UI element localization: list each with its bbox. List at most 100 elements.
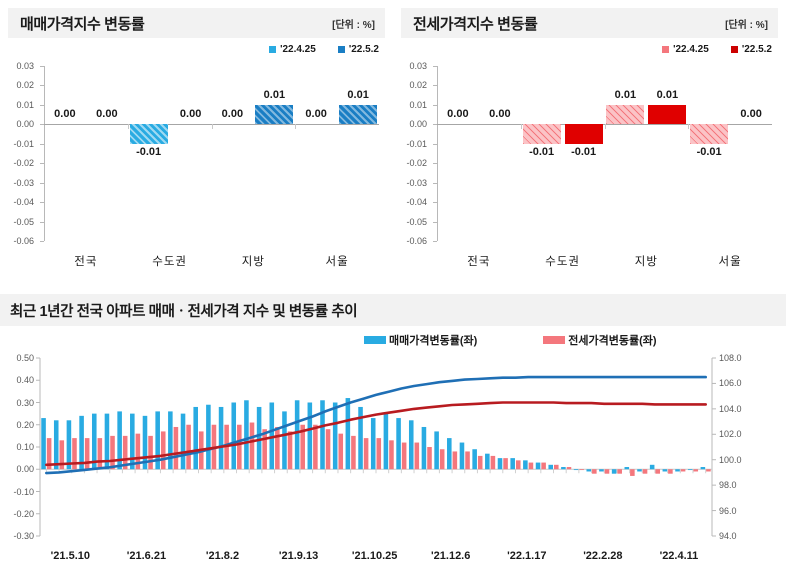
right-axis-tick-label: 96.0 — [719, 505, 737, 516]
trend-bar — [490, 455, 496, 470]
legend-item-jeonse-0[interactable]: '22.4.25 — [662, 44, 709, 55]
trend-bar — [186, 424, 191, 470]
x-axis-category-label: 지방 — [241, 256, 265, 268]
legend-label: '22.4.25 — [280, 44, 316, 55]
trend-bar — [130, 413, 135, 470]
y-axis-tick-label: 0.01 — [409, 99, 427, 110]
x-axis-tick-label: '21.5.10 — [50, 550, 90, 562]
sale-plot-area: 0.03 0.02 0.01 0.00 -0.01 -0.02 -0.03 -0.04 -0.0… — [0, 61, 393, 268]
y-axis-tick-label: -0.06 — [13, 236, 34, 246]
trend-bar — [401, 442, 407, 470]
x-axis-tick-label: '21.12.6 — [431, 550, 471, 562]
trend-bar — [599, 469, 604, 472]
trend-bar — [675, 469, 680, 472]
legend-item-sale-1[interactable]: '22.5.2 — [337, 44, 379, 55]
left-axis-tick-label: 0.10 — [16, 442, 34, 452]
bar-value-label: -0.01 — [529, 145, 555, 158]
trend-bar — [554, 464, 559, 470]
trend-bar — [237, 424, 242, 470]
x-axis-category-label: 전국 — [74, 256, 98, 268]
bar-서울-1 — [339, 104, 378, 125]
right-axis-tick-label: 100.0 — [719, 454, 742, 465]
top-charts-row: 매매가격지수 변동률 [단위 : %] '22.4.25 '22.5.2 0.0… — [0, 8, 786, 268]
trend-bar — [497, 458, 503, 470]
y-axis-tick-label: -0.01 — [13, 138, 34, 149]
bar-value-label: -0.01 — [571, 145, 597, 158]
bar-value-label: 0.00 — [96, 108, 118, 121]
trend-bar — [148, 435, 153, 470]
legend-item-jeonse-1[interactable]: '22.5.2 — [730, 44, 772, 55]
trend-bar — [668, 469, 673, 474]
trend-bar — [427, 447, 432, 470]
trend-bar — [155, 411, 160, 470]
y-axis-tick-mark — [40, 85, 44, 87]
trend-bar — [680, 469, 686, 472]
y-axis-tick-mark — [433, 163, 437, 165]
y-axis-tick-label: 0.02 — [16, 80, 34, 91]
trend-bar — [338, 433, 344, 470]
trend-bar — [693, 469, 699, 472]
trend-bar — [642, 469, 648, 474]
x-axis-tick-label: '22.4.11 — [659, 550, 699, 562]
trend-bar — [370, 418, 376, 470]
trend-bar — [282, 411, 287, 470]
trend-bar — [414, 442, 420, 470]
bar-value-label: 0.01 — [614, 88, 637, 101]
y-axis-tick-mark — [40, 182, 44, 184]
trend-bar — [91, 413, 97, 470]
jeonse-plot-area: 0.03 0.02 0.01 0.00 -0.01 -0.02 -0.03 -0.04 -0.0… — [393, 61, 786, 268]
trend-bar — [193, 406, 198, 470]
trend-bar — [452, 451, 458, 470]
trend-bar — [218, 406, 224, 470]
y-axis-tick-label: 0.00 — [16, 119, 34, 130]
jeonse-unit-label: [단위 : %] — [725, 19, 768, 31]
trend-bar — [59, 440, 65, 470]
y-axis-tick-label: -0.02 — [13, 158, 34, 169]
y-axis-tick-mark — [433, 85, 437, 87]
y-axis-tick-mark — [433, 104, 437, 106]
trend-bar — [168, 411, 173, 470]
left-axis-tick-label: 0.30 — [16, 397, 34, 408]
legend-label: 매매가격변동률(좌) — [389, 335, 478, 347]
trend-bar — [117, 411, 122, 470]
x-axis-tick-label: '21.9.13 — [278, 550, 319, 562]
y-axis-tick-mark — [433, 143, 437, 145]
trend-bar — [573, 469, 579, 471]
bar-value-label: 0.00 — [179, 108, 202, 121]
y-axis-tick-mark — [40, 241, 44, 242]
trend-bar — [662, 469, 668, 472]
trend-bar — [249, 422, 255, 470]
jeonse-legend: '22.4.25 '22.5.2 — [662, 44, 772, 55]
trend-bar — [313, 424, 318, 470]
trend-bar — [700, 467, 706, 470]
legend-item-trend-1[interactable]: 전세가격변동률(좌) — [543, 332, 657, 348]
sale-unit-label: [단위 : %] — [332, 19, 375, 31]
right-axis-tick-label: 106.0 — [719, 378, 742, 389]
trend-bar — [687, 469, 693, 471]
bar-value-label: -0.01 — [696, 145, 722, 158]
category-separator — [604, 124, 606, 130]
y-axis-tick-mark — [433, 182, 437, 184]
y-axis-tick-label: -0.06 — [406, 236, 427, 246]
y-axis-tick-label: 0.03 — [16, 61, 34, 71]
sale-legend: '22.4.25 '22.5.2 — [269, 44, 379, 55]
trend-bar — [300, 424, 305, 470]
trend-bar — [383, 413, 389, 470]
legend-item-sale-0[interactable]: '22.4.25 — [269, 44, 316, 55]
jeonse-panel-header: 전세가격지수 변동률 [단위 : %] — [401, 8, 778, 38]
legend-item-trend-0[interactable]: 매매가격변동률(좌) — [364, 332, 477, 348]
bar-지방-1 — [648, 104, 687, 125]
trend-bar — [465, 451, 470, 470]
trend-bar — [173, 426, 179, 470]
y-axis-tick-label: -0.04 — [13, 197, 34, 208]
trend-panel-title: 최근 1년간 전국 아파트 매매ㆍ전세가격 지수 및 변동률 추이 — [10, 303, 358, 320]
trend-bar — [655, 469, 661, 474]
legend-swatch-icon — [337, 46, 345, 53]
trend-bar — [84, 438, 90, 470]
trend-bar — [579, 469, 584, 471]
trend-bar — [97, 438, 103, 470]
bar-value-label: 0.00 — [54, 108, 76, 121]
y-axis-tick-mark — [40, 163, 44, 165]
category-separator — [295, 124, 297, 130]
